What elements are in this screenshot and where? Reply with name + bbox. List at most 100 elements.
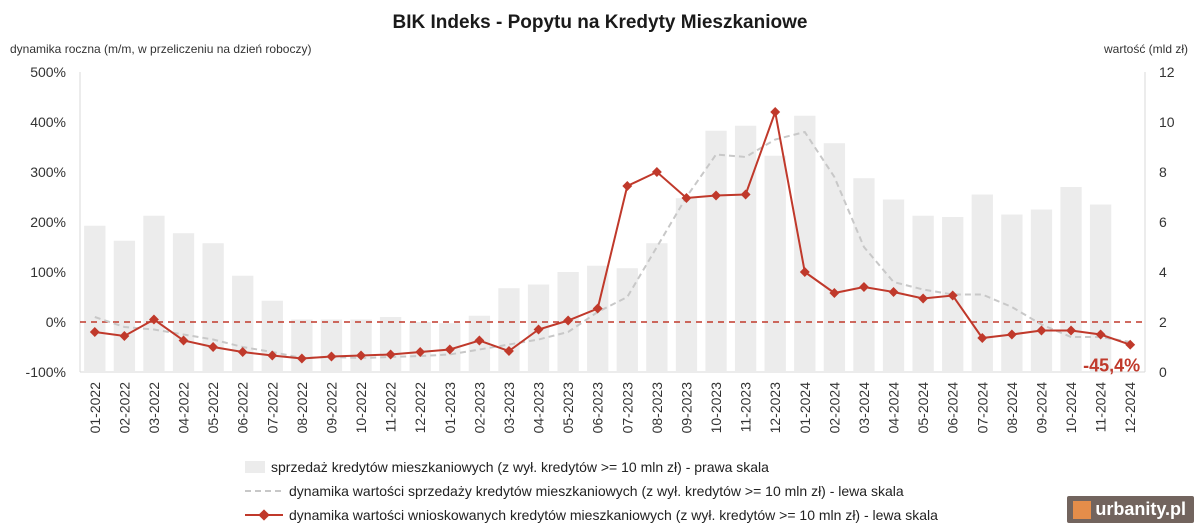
bar <box>498 288 520 372</box>
x-tick-label: 12-2022 <box>412 382 428 434</box>
series-point <box>415 347 426 357</box>
bar <box>675 198 698 372</box>
series-point <box>622 181 633 191</box>
left-axis-label: dynamika roczna (m/m, w przeliczeniu na … <box>10 42 312 56</box>
series-point <box>918 293 929 304</box>
series-point <box>888 287 899 297</box>
series-point <box>1006 329 1017 340</box>
legend-swatch-bars <box>245 461 265 473</box>
series-point <box>385 349 396 360</box>
x-tick-label: 01-2023 <box>442 382 458 434</box>
bar <box>291 319 313 372</box>
x-tick-label: 03-2023 <box>501 382 517 434</box>
left-tick-label: 200% <box>30 214 66 230</box>
series-point <box>533 324 544 335</box>
bar <box>84 225 106 372</box>
bar <box>172 233 195 372</box>
left-tick-label: 300% <box>30 164 66 180</box>
legend-item-bars: sprzedaż kredytów mieszkaniowych (z wył.… <box>245 455 938 479</box>
series-point <box>267 350 278 361</box>
x-tick-label: 08-2023 <box>649 382 665 434</box>
bar <box>379 317 402 372</box>
series-point <box>1125 339 1136 350</box>
x-tick-label: 08-2022 <box>294 382 310 434</box>
x-tick-label: 02-2023 <box>471 382 487 434</box>
x-tick-label: 09-2023 <box>678 382 694 434</box>
x-tick-label: 10-2024 <box>1063 382 1079 434</box>
series-point <box>799 267 810 277</box>
legend-item-dashed: dynamika wartości sprzedaży kredytów mie… <box>245 479 938 503</box>
bar <box>202 243 224 372</box>
logo-icon <box>1073 500 1092 519</box>
series-point <box>296 353 307 364</box>
x-tick-label: 06-2023 <box>590 382 606 434</box>
series-point <box>829 288 840 298</box>
legend-label-dashed: dynamika wartości sprzedaży kredytów mie… <box>289 483 904 499</box>
bar <box>232 275 254 372</box>
bar <box>350 319 372 372</box>
x-tick-label: 07-2024 <box>974 382 990 434</box>
x-tick-label: 01-2022 <box>87 382 103 434</box>
bar <box>409 322 431 372</box>
right-tick-label: 4 <box>1159 264 1167 280</box>
x-tick-label: 05-2023 <box>560 382 576 434</box>
x-tick-label: 11-2024 <box>1093 382 1109 433</box>
x-tick-label: 11-2023 <box>738 382 754 433</box>
bar <box>143 215 165 372</box>
watermark-text: urbanity.pl <box>1095 499 1186 519</box>
right-tick-label: 10 <box>1159 114 1175 130</box>
legend-swatch-dashed <box>245 490 283 492</box>
series-point <box>947 290 958 301</box>
x-tick-label: 06-2022 <box>235 382 251 434</box>
series-point <box>356 350 366 361</box>
bar <box>882 199 905 372</box>
series-point <box>1066 325 1076 336</box>
series-point <box>977 333 988 343</box>
x-tick-label: 09-2024 <box>1033 382 1049 434</box>
bar <box>794 115 816 372</box>
legend-item-solid: dynamika wartości wnioskowanych kredytów… <box>245 503 938 527</box>
annotation-last-value: -45,4% <box>1083 356 1140 376</box>
series-point <box>326 351 337 362</box>
series-point <box>681 193 692 203</box>
bar <box>734 125 757 372</box>
x-tick-label: 09-2022 <box>323 382 339 434</box>
series-point <box>208 342 219 352</box>
series-point <box>444 344 455 355</box>
x-tick-label: 07-2022 <box>264 382 280 434</box>
x-tick-label: 04-2022 <box>176 382 192 434</box>
series-point <box>740 189 751 200</box>
legend-swatch-solid <box>245 509 283 521</box>
x-tick-label: 02-2022 <box>116 382 132 434</box>
x-tick-label: 01-2024 <box>797 382 813 434</box>
series-point <box>563 315 574 326</box>
legend-label-bars: sprzedaż kredytów mieszkaniowych (z wył.… <box>271 459 769 475</box>
x-tick-label: 05-2024 <box>915 382 931 434</box>
series-point <box>651 167 662 177</box>
series-point <box>770 107 781 117</box>
x-tick-label: 10-2022 <box>353 382 369 434</box>
series-point <box>178 335 189 346</box>
left-tick-label: 400% <box>30 114 66 130</box>
series-point <box>237 347 248 357</box>
x-tick-label: 08-2024 <box>1004 382 1020 434</box>
x-tick-label: 02-2024 <box>826 382 842 434</box>
bar <box>113 240 136 372</box>
bar <box>616 268 638 372</box>
legend: sprzedaż kredytów mieszkaniowych (z wył.… <box>245 455 938 527</box>
x-tick-label: 07-2023 <box>619 382 635 434</box>
series-point <box>592 303 603 314</box>
x-tick-label: 12-2023 <box>767 382 783 434</box>
series-point <box>474 335 485 346</box>
x-tick-label: 11-2022 <box>383 382 399 433</box>
x-tick-label: 06-2024 <box>945 382 961 434</box>
right-tick-label: 8 <box>1159 164 1167 180</box>
x-tick-label: 12-2024 <box>1122 382 1138 434</box>
right-tick-label: 12 <box>1159 64 1175 80</box>
bar <box>1060 187 1082 372</box>
x-tick-label: 10-2023 <box>708 382 724 434</box>
bar <box>1001 214 1023 372</box>
bar <box>587 265 609 372</box>
x-tick-label: 04-2024 <box>886 382 902 434</box>
